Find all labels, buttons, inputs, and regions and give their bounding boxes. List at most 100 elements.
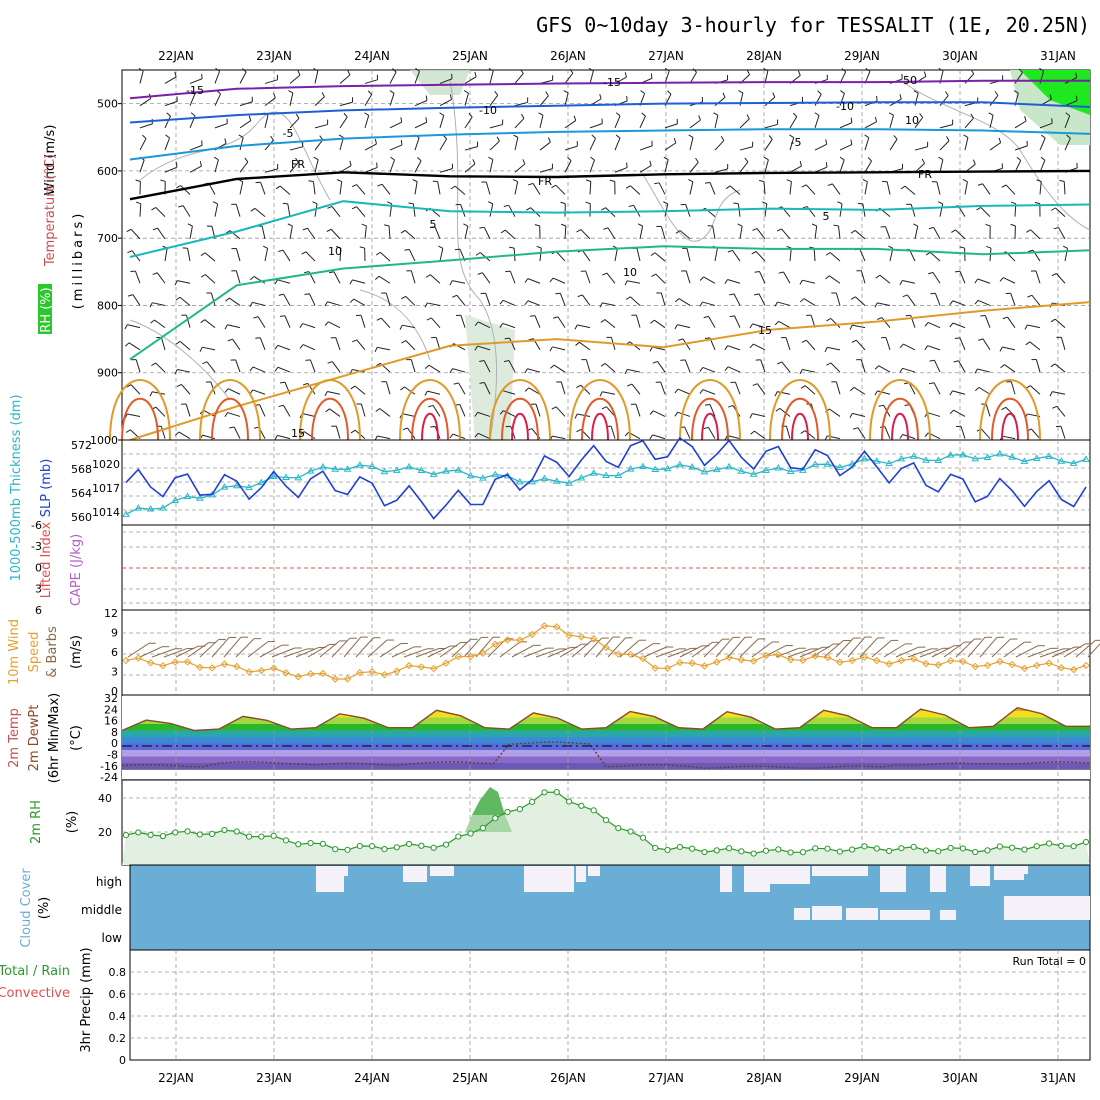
thickness-marker xyxy=(959,450,967,458)
wind-barb xyxy=(635,403,641,417)
wind-barb-flag xyxy=(1065,112,1070,117)
wind-barb-flag xyxy=(824,347,828,353)
wind-barb-flag xyxy=(651,273,657,277)
wind-barb-flag xyxy=(826,362,832,366)
wind-barb-flag xyxy=(688,178,694,183)
wind-barb-flag xyxy=(703,426,709,430)
wind-barb xyxy=(677,388,691,395)
wind-barb xyxy=(852,412,866,417)
wind-barb-flag xyxy=(475,252,481,256)
wind-barb xyxy=(229,297,241,306)
wind10m-marker xyxy=(466,652,475,661)
wind-barb xyxy=(185,403,191,417)
wind-barb xyxy=(555,406,566,417)
wind-barb xyxy=(414,181,418,195)
wind-barb xyxy=(631,383,641,395)
wind-barb xyxy=(354,385,366,395)
wind-tick: 12 xyxy=(104,607,118,620)
warm-contour xyxy=(979,379,1041,441)
wind-barb xyxy=(781,361,791,373)
wind-barb xyxy=(857,427,866,439)
wind-barb-flag xyxy=(867,157,872,162)
thickness-marker xyxy=(232,481,241,489)
wind-barb-flag xyxy=(350,385,356,390)
wind-barb-flag xyxy=(801,339,807,343)
thickness-marker xyxy=(405,462,413,470)
temperature-tick: 16 xyxy=(104,715,118,728)
wind10m-marker xyxy=(208,664,216,672)
thickness-marker xyxy=(614,471,623,479)
rh-marker xyxy=(935,848,942,855)
thickness-marker xyxy=(355,461,364,468)
wind-barb xyxy=(335,426,341,439)
wind-barb xyxy=(139,123,153,129)
hot-contour xyxy=(121,397,159,441)
wind-barb xyxy=(314,96,325,107)
wind-barb xyxy=(157,227,166,240)
warm-contour xyxy=(869,379,931,441)
contour-label: -5 xyxy=(283,127,294,140)
rh-marker xyxy=(295,841,302,848)
wind-barb xyxy=(264,115,269,128)
wind-barb xyxy=(539,168,553,173)
wind-barb xyxy=(777,301,791,306)
wind10m-barb xyxy=(607,637,626,658)
hot-contour xyxy=(501,397,539,441)
wind-barb-flag xyxy=(536,245,542,249)
wind-barb xyxy=(884,426,891,439)
rh-marker xyxy=(270,832,277,839)
wind-barb xyxy=(559,293,566,306)
wind-barb-flag xyxy=(452,294,458,298)
wind10m-barb xyxy=(799,646,823,658)
wind-barb xyxy=(785,337,791,351)
wind10m-barb xyxy=(991,638,1011,658)
wind-barb xyxy=(402,324,416,329)
wind-barb-flag xyxy=(213,156,219,161)
rh-marker xyxy=(418,842,425,849)
wind-barb-flag xyxy=(374,347,378,353)
wind-barb xyxy=(155,362,166,373)
hot-contour xyxy=(781,397,819,441)
wind-barb xyxy=(181,384,191,395)
thickness-marker xyxy=(675,460,684,468)
wind-barb xyxy=(1035,270,1041,284)
wind-barb-flag xyxy=(479,226,485,229)
wind-barb xyxy=(854,296,866,306)
wind-barb-flag xyxy=(278,249,284,253)
wind-barb xyxy=(239,71,247,84)
wind-barb xyxy=(860,270,866,284)
wind-barb xyxy=(282,405,291,417)
wind-barb xyxy=(483,382,491,395)
wind-barb xyxy=(377,346,391,351)
cloud-gap xyxy=(340,866,348,876)
temperature-tick: -24 xyxy=(100,771,118,784)
wind-barb xyxy=(339,248,342,262)
rh-marker xyxy=(492,815,499,822)
wind-barb xyxy=(464,116,473,129)
wind10m-marker xyxy=(183,658,192,666)
wind-barb xyxy=(839,159,845,173)
wind10m-marker xyxy=(282,669,290,677)
chart-title: GFS 0~10day 3-hourly for TESSALIT (1E, 2… xyxy=(536,13,1090,37)
wind-barb-flag xyxy=(151,362,156,366)
wind-barb xyxy=(933,227,941,240)
wind-barb xyxy=(364,143,377,151)
temperature-band xyxy=(122,730,1090,738)
wind-barb xyxy=(1060,337,1066,350)
wind-barb-flag xyxy=(704,181,711,184)
wind-barb-flag xyxy=(615,112,621,117)
rh-marker xyxy=(725,845,733,852)
wind-barb-flag xyxy=(242,68,247,73)
wind-barb xyxy=(755,251,766,262)
wind10m-marker xyxy=(626,650,635,659)
wind-barb-flag xyxy=(299,344,304,349)
wind-barb-flag xyxy=(929,359,935,362)
wind-barb-flag xyxy=(774,301,778,307)
wind-barb xyxy=(1031,294,1041,306)
wind-barb-flag xyxy=(287,223,293,227)
wind-barb xyxy=(155,207,166,218)
hot-contour xyxy=(411,397,449,441)
wind10m-barb xyxy=(223,636,242,658)
cloud-gap xyxy=(524,866,574,892)
temperature-tick: -8 xyxy=(107,749,118,762)
